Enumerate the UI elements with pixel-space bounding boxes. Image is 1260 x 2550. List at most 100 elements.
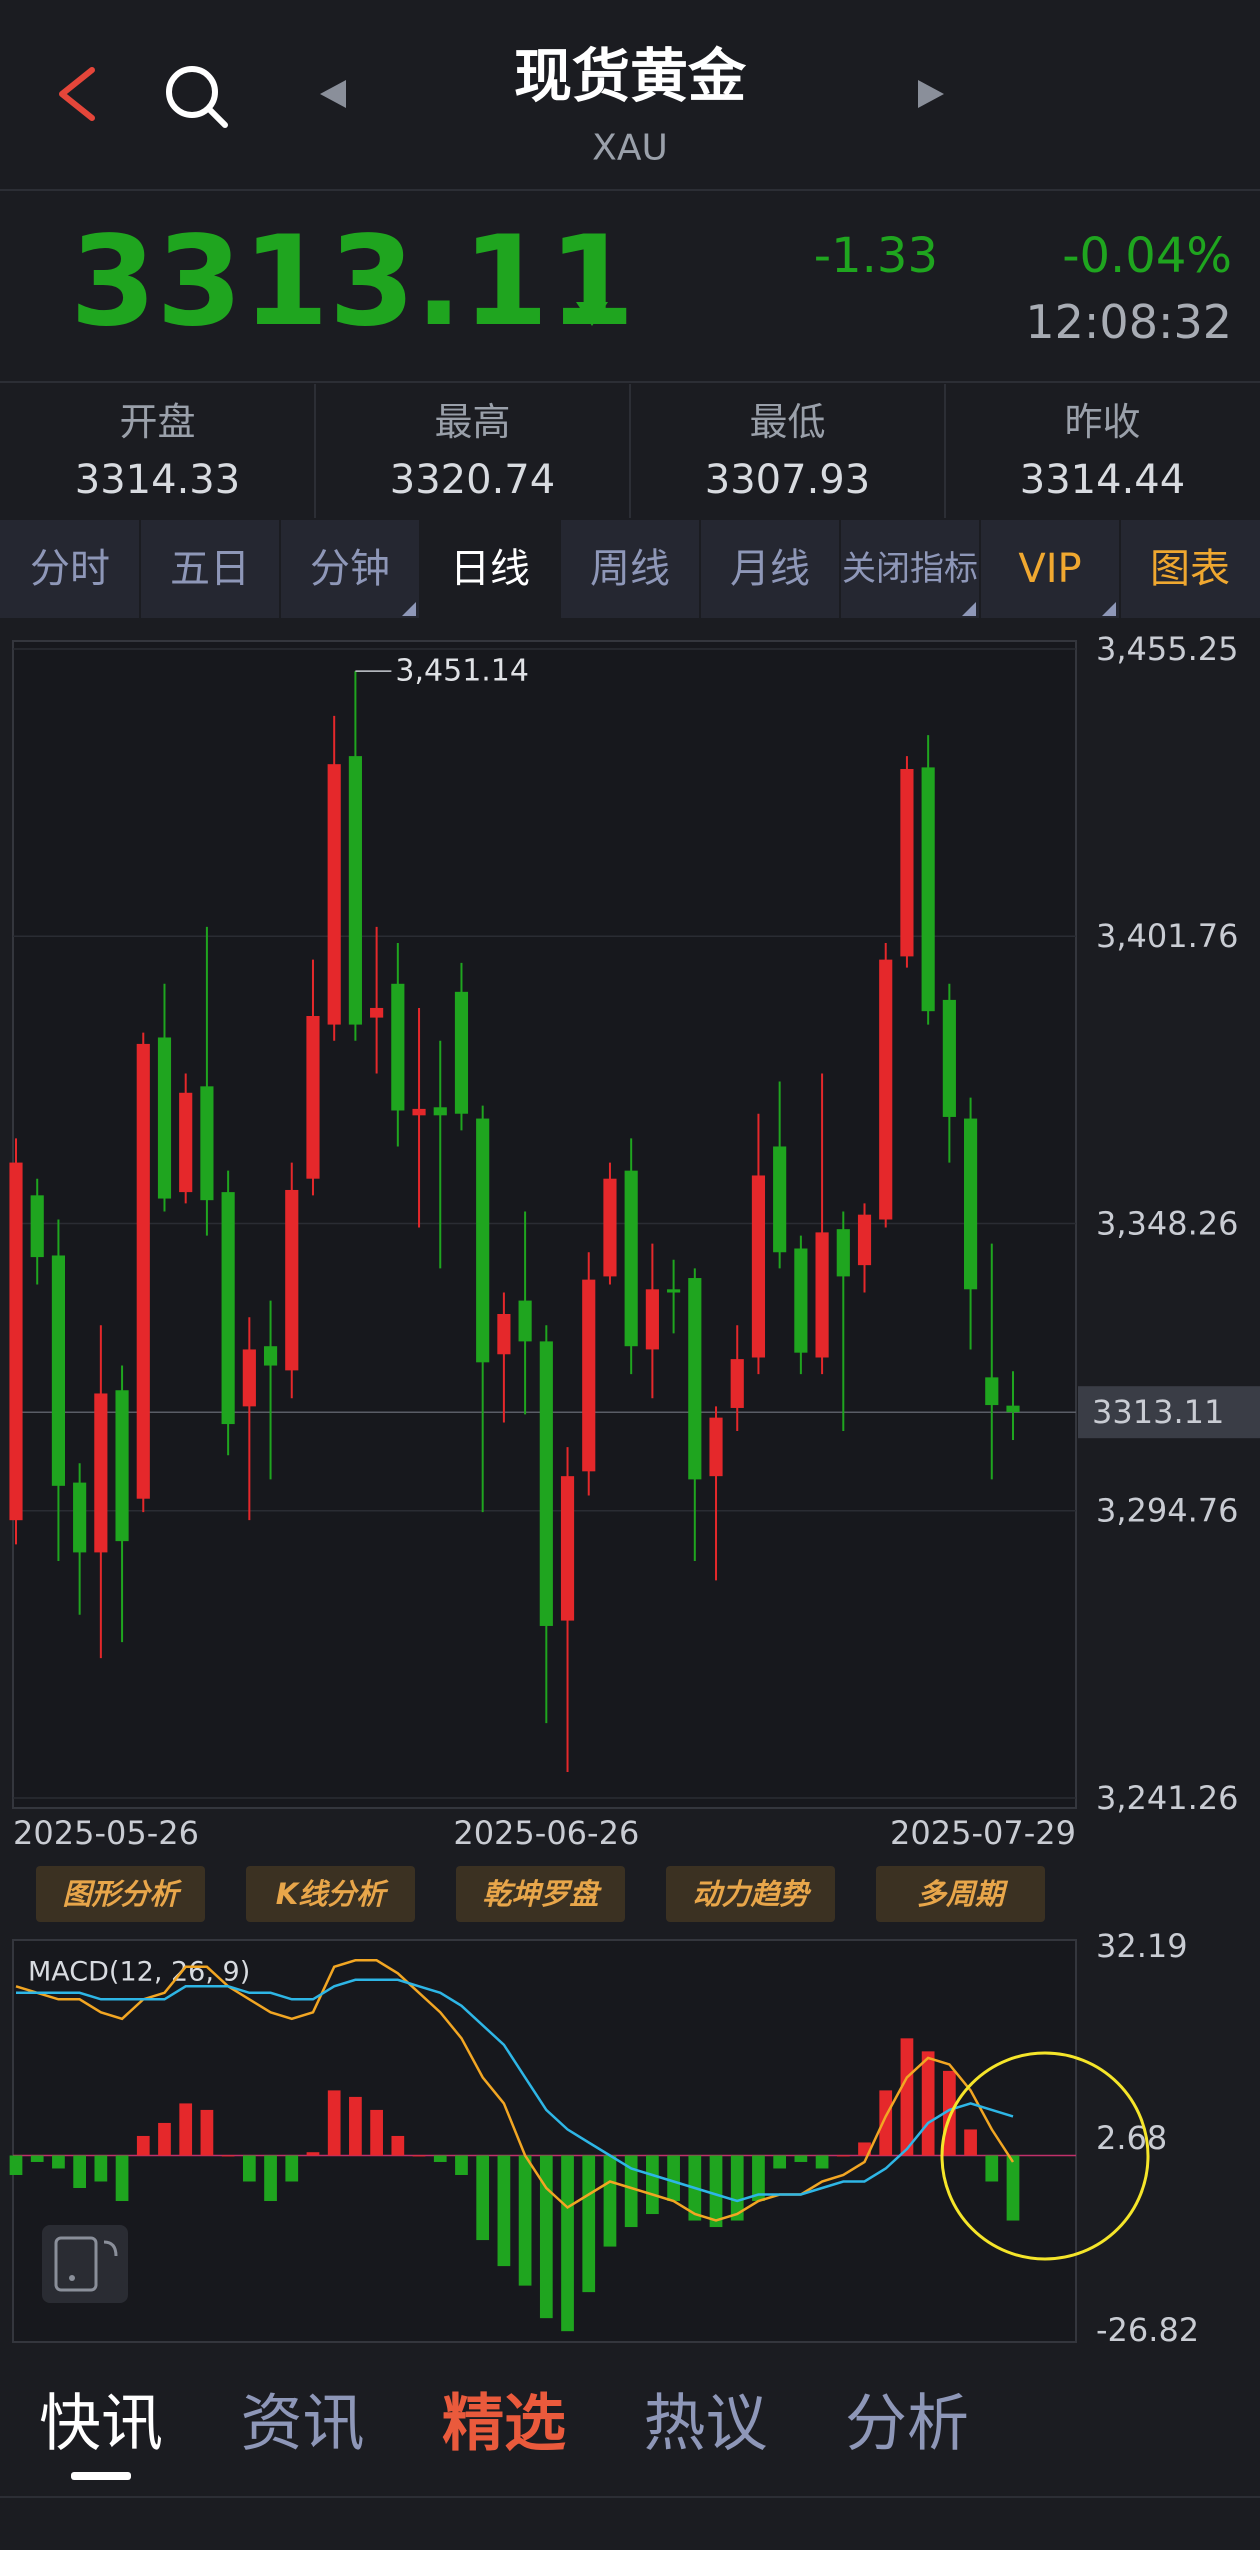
candle-body: [454, 991, 469, 1114]
candle-body: [94, 1393, 108, 1553]
active-tab-bg: [420, 520, 560, 618]
analysis-button[interactable]: 多周期: [876, 1866, 1045, 1922]
tab[interactable]: 周线: [559, 520, 670, 618]
highlight-circle: [940, 2051, 1150, 2261]
candle-body: [348, 756, 362, 1025]
bottom-tab[interactable]: 分析: [845, 2387, 969, 2460]
candle-body: [1006, 1405, 1020, 1413]
button-label: 动力趋势: [692, 1877, 811, 1911]
candle-body: [73, 1482, 87, 1553]
button-label: 乾坤罗盘: [482, 1877, 602, 1911]
histogram-bar: [518, 2155, 532, 2286]
stat-label: 最高: [434, 400, 510, 444]
bottom-tab[interactable]: 快讯: [39, 2387, 163, 2460]
phone-icon: [54, 2236, 98, 2292]
button-bg: [456, 1866, 625, 1922]
tab[interactable]: 关闭指标: [839, 520, 978, 618]
bottom-tab[interactable]: 精选: [442, 2387, 566, 2460]
tab-bar-bg: [0, 520, 1260, 618]
candle-body: [921, 767, 935, 1012]
arrow-head: [576, 302, 608, 326]
analysis-button[interactable]: K线分析: [246, 1866, 415, 1922]
analysis-button[interactable]: 乾坤罗盘: [456, 1866, 625, 1922]
tab[interactable]: 月线: [699, 520, 810, 618]
candle-body: [857, 1214, 872, 1266]
chart-frame: [12, 640, 1077, 1809]
histogram-bar: [964, 2129, 977, 2156]
rotate-arrow: [103, 2240, 118, 2257]
prev-button[interactable]: [320, 80, 346, 108]
down-arrow: [576, 280, 608, 326]
candle-body: [497, 1314, 511, 1355]
candle-body: [751, 1175, 766, 1358]
histogram-bar: [709, 2155, 723, 2228]
y-tick-label: 3,455.25: [1096, 630, 1239, 668]
bottom-tab[interactable]: 热议: [643, 2387, 767, 2460]
button-bg: [36, 1866, 205, 1922]
x-tick-label: 2025-05-26: [13, 1814, 199, 1852]
tab[interactable]: 图表: [1119, 520, 1230, 618]
histogram-bar: [879, 2090, 893, 2156]
candlestick-chart: 3,455.25 3,401.76 3,348.26 3,294.76 3,241.26…: [9, 630, 1260, 1852]
histogram-bar: [942, 2070, 956, 2156]
tab-label: 分时: [30, 546, 110, 592]
candle-body: [370, 1007, 384, 1018]
y-tick-label: -26.82: [1096, 2311, 1199, 2349]
histogram-bar: [815, 2155, 829, 2169]
candle-body: [157, 1037, 172, 1199]
histogram-bar: [242, 2155, 256, 2182]
search-button[interactable]: [166, 66, 228, 128]
tab[interactable]: 分时: [30, 546, 110, 592]
candle-body: [30, 1195, 44, 1258]
tab-label: 图表: [1150, 546, 1230, 592]
back-button[interactable]: [59, 67, 95, 121]
candle-body: [900, 769, 914, 957]
tab[interactable]: 分钟: [279, 520, 416, 618]
candle-body: [560, 1476, 575, 1621]
tab-label: 关闭指标: [842, 549, 978, 589]
histogram-bar: [136, 2135, 150, 2156]
y-tick-label: 32.19: [1096, 1927, 1188, 1965]
y-tick-label: 2.68: [1096, 2119, 1167, 2157]
histogram-bar: [539, 2155, 553, 2319]
histogram-bar: [221, 2155, 235, 2157]
histogram-bar: [285, 2155, 299, 2182]
analysis-button[interactable]: 图形分析: [36, 1866, 205, 1922]
stat-label: 最低: [749, 400, 825, 444]
last-price-label: 3313.11: [1092, 1393, 1224, 1431]
candle-body: [773, 1146, 787, 1253]
macd-chart: 32.19 2.68 -26.82 MACD(12, 26, 9): [9, 1927, 1199, 2349]
histogram-bar: [497, 2155, 511, 2267]
histogram-bar: [582, 2155, 596, 2293]
candle-body: [263, 1346, 278, 1366]
histogram-bar: [900, 2038, 914, 2156]
y-tick-label: 3,241.26: [1096, 1779, 1239, 1817]
stat-label: 昨收: [1064, 400, 1140, 444]
candle-body: [327, 764, 341, 1025]
histogram-bar: [115, 2155, 129, 2202]
next-button[interactable]: [918, 80, 944, 108]
tab[interactable]: 五日: [139, 520, 250, 618]
active-underline: [71, 2472, 131, 2480]
button-bg: [246, 1866, 415, 1922]
histogram-bar: [561, 2155, 574, 2332]
histogram-bar: [306, 2152, 320, 2156]
candle-body: [221, 1192, 235, 1425]
y-tick-label: 3,401.76: [1096, 917, 1239, 955]
bottom-tab[interactable]: 资讯: [240, 2387, 364, 2460]
candle-body: [539, 1341, 553, 1626]
histogram-bar: [9, 2155, 23, 2175]
tab[interactable]: VIP: [979, 520, 1116, 618]
candle-body: [667, 1289, 681, 1293]
rotate-button[interactable]: [42, 2225, 128, 2303]
histogram-bar: [412, 2155, 426, 2157]
histogram-bar: [391, 2135, 405, 2156]
phone-dot: [69, 2275, 75, 2281]
candle-body: [582, 1279, 596, 1472]
candle-body: [433, 1107, 447, 1116]
analysis-button[interactable]: 动力趋势: [666, 1866, 835, 1922]
tab[interactable]: 日线: [419, 520, 560, 618]
candle-body: [645, 1289, 659, 1350]
